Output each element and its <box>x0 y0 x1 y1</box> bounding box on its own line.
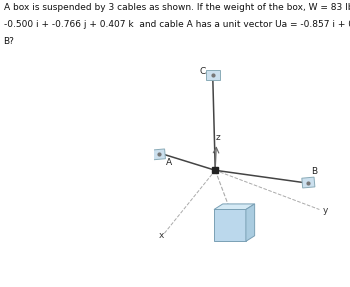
Polygon shape <box>246 204 255 241</box>
Text: A: A <box>166 158 172 167</box>
Polygon shape <box>302 177 315 188</box>
Text: A box is suspended by 3 cables as shown. If the weight of the box, W = 83 lb, an: A box is suspended by 3 cables as shown.… <box>4 3 350 12</box>
Text: y: y <box>323 206 328 215</box>
Text: C: C <box>199 67 205 75</box>
Text: z: z <box>215 133 220 142</box>
Polygon shape <box>206 70 219 80</box>
Text: B: B <box>311 167 317 176</box>
Text: B?: B? <box>4 37 14 46</box>
Polygon shape <box>214 210 246 241</box>
Polygon shape <box>214 204 255 210</box>
Text: x: x <box>159 231 164 240</box>
Text: -0.500 i + -0.766 j + 0.407 k  and cable A has a unit vector Ua = -0.857 i + 0.5: -0.500 i + -0.766 j + 0.407 k and cable … <box>4 20 350 29</box>
Polygon shape <box>152 149 166 160</box>
